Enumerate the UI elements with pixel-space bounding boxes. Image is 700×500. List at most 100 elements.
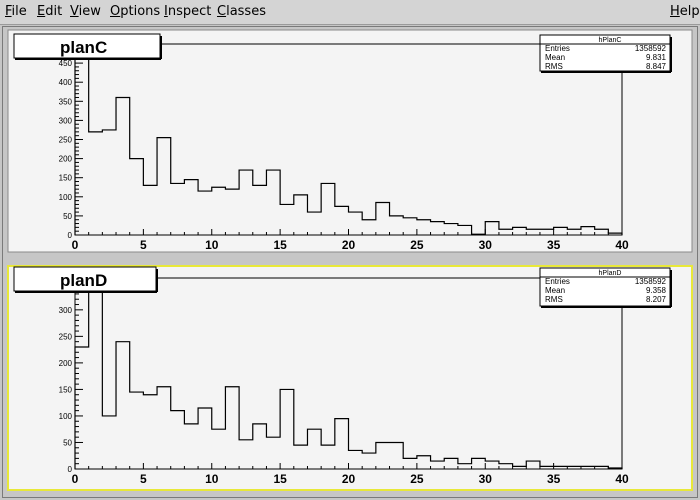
menu-inspect[interactable]: Inspect xyxy=(164,4,211,20)
histogram-bin xyxy=(526,229,540,235)
histogram-bin xyxy=(198,191,212,235)
y-tick-label: 50 xyxy=(63,438,72,447)
y-tick-label: 100 xyxy=(59,193,73,202)
histogram-bin xyxy=(102,416,116,469)
histogram-bin xyxy=(157,387,171,469)
histogram-title: planD xyxy=(60,271,107,290)
histogram-bin xyxy=(116,342,130,469)
x-tick-label: 10 xyxy=(205,238,219,252)
histogram-bin xyxy=(198,408,212,469)
histogram-bin xyxy=(390,442,404,469)
stats-label: RMS xyxy=(545,295,563,304)
histogram-bin xyxy=(253,424,267,469)
x-tick-label: 0 xyxy=(72,238,79,252)
histogram-bin xyxy=(403,218,417,235)
histogram-bin xyxy=(540,229,554,235)
histogram-title: planC xyxy=(60,38,107,57)
histogram-line xyxy=(74,288,623,469)
x-tick-label: 5 xyxy=(140,238,147,252)
histogram-bin xyxy=(581,227,595,235)
histogram-bin xyxy=(458,225,472,235)
stats-label: Entries xyxy=(545,44,570,53)
histogram-bin xyxy=(362,220,376,235)
x-tick-label: 15 xyxy=(273,472,287,486)
stats-value: 8.847 xyxy=(646,62,667,71)
x-tick-label: 25 xyxy=(410,472,424,486)
menu-help[interactable]: Help xyxy=(670,4,700,20)
histogram-bin xyxy=(184,424,198,469)
histogram-bin xyxy=(472,458,486,469)
stats-value: 1358592 xyxy=(635,277,667,286)
histogram-bin xyxy=(376,203,390,235)
histogram-bin xyxy=(444,458,458,469)
menu-file-mnemonic: F xyxy=(5,4,12,19)
pad-planC[interactable]: 0 5 10 15 20 25 30 35 40050100150200250300350400… xyxy=(7,29,693,253)
histogram-bin xyxy=(116,97,130,235)
menu-options-label: ptions xyxy=(120,4,161,19)
histogram-bin xyxy=(225,387,239,469)
menu-help-label: elp xyxy=(679,4,700,19)
histogram-bin xyxy=(595,229,609,235)
histogram-bin xyxy=(499,464,513,469)
histogram-bin xyxy=(444,224,458,235)
y-tick-label: 350 xyxy=(59,97,73,106)
menu-inspect-mnemonic: I xyxy=(164,4,168,19)
histogram-bin xyxy=(472,234,486,235)
menu-classes-label: lasses xyxy=(226,4,266,19)
y-tick-label: 250 xyxy=(59,136,73,145)
histogram-bin xyxy=(280,204,294,235)
y-tick-label: 200 xyxy=(59,155,73,164)
histogram-bin xyxy=(608,468,622,469)
y-tick-label: 150 xyxy=(59,174,73,183)
x-tick-label: 30 xyxy=(479,472,493,486)
y-tick-label: 450 xyxy=(59,59,73,68)
y-tick-label: 150 xyxy=(59,385,73,394)
x-tick-label: 40 xyxy=(615,472,629,486)
x-tick-label: 0 xyxy=(72,472,79,486)
menu-edit[interactable]: Edit xyxy=(37,4,62,20)
stats-value: 8.207 xyxy=(646,295,667,304)
menu-classes-mnemonic: C xyxy=(217,4,227,19)
histogram-bin xyxy=(89,132,103,235)
x-tick-label: 15 xyxy=(273,238,287,252)
histogram-bin xyxy=(89,289,103,469)
histogram-bin xyxy=(266,437,280,469)
menu-options-mnemonic: O xyxy=(110,4,121,19)
menu-file[interactable]: File xyxy=(5,4,27,20)
histogram-bin xyxy=(362,453,376,469)
histogram-bin xyxy=(280,389,294,469)
histogram-bin xyxy=(307,212,321,235)
menu-options[interactable]: Options xyxy=(110,4,160,20)
histogram-bin xyxy=(212,187,226,235)
menu-classes[interactable]: Classes xyxy=(217,4,266,20)
y-tick-label: 200 xyxy=(59,359,73,368)
x-tick-label: 25 xyxy=(410,238,424,252)
histogram-bin xyxy=(130,392,144,469)
histogram-bin xyxy=(485,222,499,235)
histogram-bin xyxy=(171,183,185,235)
stats-name: hPlanC xyxy=(599,37,622,44)
histogram-bin xyxy=(253,185,267,235)
histogram-bin xyxy=(294,445,308,469)
histogram-bin xyxy=(349,450,363,469)
pad-planD[interactable]: 0510152025303540050100150200250300350pla… xyxy=(7,265,693,491)
histogram-bin xyxy=(239,170,253,235)
histogram-bin xyxy=(513,466,527,469)
histogram-bin xyxy=(403,458,417,469)
x-tick-label: 35 xyxy=(547,472,561,486)
x-tick-label: 5 xyxy=(140,472,147,486)
histogram-bin xyxy=(554,466,568,469)
histogram-bin xyxy=(157,138,171,235)
menu-file-label: ile xyxy=(11,4,27,19)
histogram-bin xyxy=(75,347,89,469)
x-tick-label: 10 xyxy=(205,472,219,486)
y-tick-label: 100 xyxy=(59,412,73,421)
histogram-bin xyxy=(335,206,349,235)
histogram-bin xyxy=(581,466,595,469)
histogram-bin xyxy=(390,216,404,235)
y-tick-label: 50 xyxy=(63,212,72,221)
menu-view[interactable]: View xyxy=(70,4,101,20)
histogram-bin xyxy=(212,429,226,469)
histogram-bin xyxy=(458,464,472,469)
